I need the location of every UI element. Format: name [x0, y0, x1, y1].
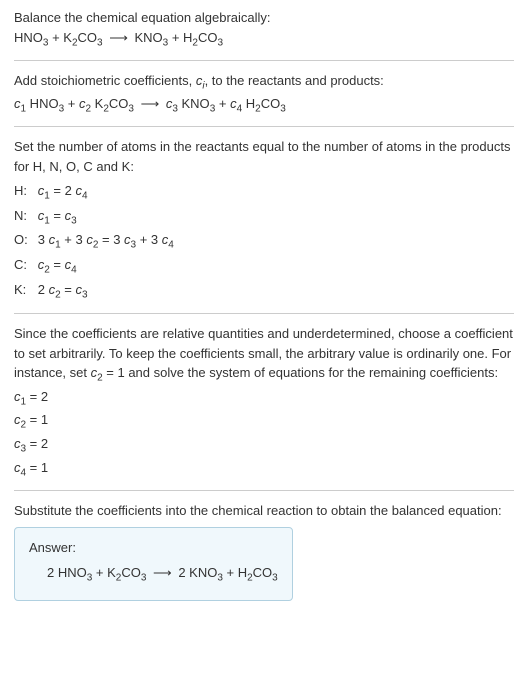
- plus: +: [168, 30, 183, 45]
- arrow-icon: ⟶: [141, 94, 160, 114]
- atoms-section: Set the number of atoms in the reactants…: [14, 137, 514, 303]
- table-row: K: 2 c2 = c3: [14, 279, 180, 304]
- answer-label: Answer:: [29, 538, 278, 558]
- r2: K: [91, 96, 103, 111]
- equation: c1 = c3: [38, 205, 180, 230]
- reactant-2b: CO: [78, 30, 98, 45]
- coef-row: c4 = 1: [14, 458, 514, 481]
- r2b-sub: 3: [128, 103, 134, 114]
- arrow-icon: ⟶: [109, 28, 128, 48]
- element-label: O:: [14, 229, 38, 254]
- arrow-icon: ⟶: [153, 563, 172, 583]
- stoich-intro: Add stoichiometric coefficients, ci, to …: [14, 71, 514, 94]
- divider: [14, 490, 514, 491]
- r2b: CO: [109, 96, 129, 111]
- product-1: KNO: [134, 30, 162, 45]
- plus: +: [64, 96, 79, 111]
- reactant-2a: K: [63, 30, 72, 45]
- atoms-table: H: c1 = 2 c4 N: c1 = c3 O: 3 c1 + 3 c2 =…: [14, 180, 180, 303]
- solve-intro: Since the coefficients are relative quan…: [14, 324, 514, 386]
- coefficients-list: c1 = 2 c2 = 1 c3 = 2 c4 = 1: [14, 387, 514, 480]
- p1: KNO: [178, 96, 210, 111]
- equation: 3 c1 + 3 c2 = 3 c3 + 3 c4: [38, 229, 180, 254]
- r1: HNO: [26, 96, 59, 111]
- intro-reaction: HNO3 + K2CO3 ⟶ KNO3 + H2CO3: [14, 28, 514, 51]
- coef-row: c2 = 1: [14, 410, 514, 433]
- intro-text: Balance the chemical equation algebraica…: [14, 8, 514, 28]
- table-row: H: c1 = 2 c4: [14, 180, 180, 205]
- equation: c1 = 2 c4: [38, 180, 180, 205]
- intro-section: Balance the chemical equation algebraica…: [14, 8, 514, 50]
- final-section: Substitute the coefficients into the che…: [14, 501, 514, 601]
- solve-section: Since the coefficients are relative quan…: [14, 324, 514, 480]
- atoms-intro: Set the number of atoms in the reactants…: [14, 137, 514, 176]
- product-2b: CO: [198, 30, 218, 45]
- stoich-intro-b: , to the reactants and products:: [205, 73, 384, 88]
- product-2b-sub: 3: [217, 37, 223, 48]
- element-label: C:: [14, 254, 38, 279]
- coef-row: c3 = 2: [14, 434, 514, 457]
- equation: 2 c2 = c3: [38, 279, 180, 304]
- p2b-sub: 3: [280, 103, 286, 114]
- balanced-equation: 2 HNO3 + K2CO3 ⟶ 2 KNO3 + H2CO3: [29, 563, 278, 586]
- plus: +: [215, 96, 230, 111]
- plus: +: [48, 30, 63, 45]
- solve-intro-b: = 1 and solve the system of equations fo…: [103, 365, 498, 380]
- table-row: O: 3 c1 + 3 c2 = 3 c3 + 3 c4: [14, 229, 180, 254]
- stoich-intro-a: Add stoichiometric coefficients,: [14, 73, 196, 88]
- element-label: H:: [14, 180, 38, 205]
- p2b: CO: [261, 96, 281, 111]
- p2: H: [242, 96, 255, 111]
- divider: [14, 313, 514, 314]
- product-2a: H: [183, 30, 192, 45]
- answer-box: Answer: 2 HNO3 + K2CO3 ⟶ 2 KNO3 + H2CO3: [14, 527, 293, 601]
- stoich-reaction: c1 HNO3 + c2 K2CO3 ⟶ c3 KNO3 + c4 H2CO3: [14, 94, 514, 117]
- final-intro: Substitute the coefficients into the che…: [14, 501, 514, 521]
- table-row: C: c2 = c4: [14, 254, 180, 279]
- stoich-section: Add stoichiometric coefficients, ci, to …: [14, 71, 514, 116]
- reactant-2b-sub: 3: [97, 37, 103, 48]
- divider: [14, 60, 514, 61]
- equation: c2 = c4: [38, 254, 180, 279]
- coef-row: c1 = 2: [14, 387, 514, 410]
- element-label: K:: [14, 279, 38, 304]
- table-row: N: c1 = c3: [14, 205, 180, 230]
- reactant-1: HNO: [14, 30, 43, 45]
- divider: [14, 126, 514, 127]
- element-label: N:: [14, 205, 38, 230]
